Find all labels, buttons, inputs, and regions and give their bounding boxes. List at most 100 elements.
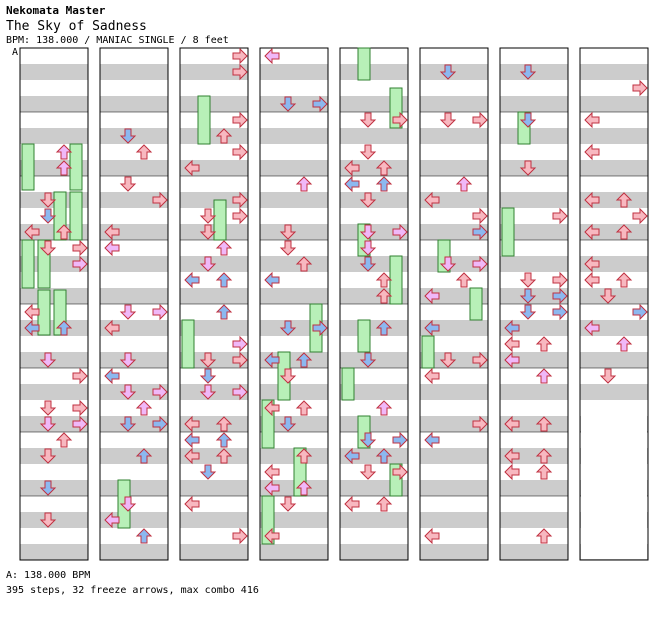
chart-stripe bbox=[340, 384, 408, 400]
down-arrow bbox=[359, 464, 377, 480]
chart-stripe bbox=[180, 400, 248, 416]
chart-stripe bbox=[340, 64, 408, 80]
down-arrow bbox=[279, 320, 297, 336]
freeze-arrow bbox=[357, 319, 371, 353]
freeze-arrow bbox=[21, 143, 35, 191]
chart-stripe bbox=[20, 64, 88, 80]
chart-stripe bbox=[180, 288, 248, 304]
chart-stripe bbox=[20, 96, 88, 112]
left-arrow bbox=[184, 495, 200, 513]
chart-stripe bbox=[180, 96, 248, 112]
left-arrow bbox=[344, 159, 360, 177]
up-arrow bbox=[295, 448, 313, 464]
chart-stripe bbox=[100, 544, 168, 560]
right-arrow bbox=[232, 335, 248, 353]
chart-stripe bbox=[420, 272, 488, 288]
chart-stripe bbox=[500, 496, 568, 512]
down-arrow bbox=[599, 368, 617, 384]
freeze-arrow bbox=[69, 191, 83, 241]
left-arrow bbox=[584, 271, 600, 289]
right-arrow bbox=[472, 223, 488, 241]
chart-stripe bbox=[500, 352, 568, 368]
down-arrow bbox=[279, 240, 297, 256]
left-arrow bbox=[24, 303, 40, 321]
chart-stripe bbox=[100, 192, 168, 208]
chart-stripe bbox=[180, 176, 248, 192]
down-arrow bbox=[359, 112, 377, 128]
left-arrow bbox=[104, 239, 120, 257]
down-arrow bbox=[359, 192, 377, 208]
right-arrow bbox=[72, 415, 88, 433]
left-arrow bbox=[504, 351, 520, 369]
down-arrow bbox=[39, 480, 57, 496]
chart-stripe bbox=[180, 416, 248, 432]
chart-stripe bbox=[20, 464, 88, 480]
chart-stripe bbox=[580, 176, 648, 192]
step-stats: 395 steps, 32 freeze arrows, max combo 4… bbox=[6, 585, 259, 596]
up-arrow bbox=[295, 176, 313, 192]
chart-stripe bbox=[500, 416, 568, 432]
down-arrow bbox=[119, 176, 137, 192]
left-arrow bbox=[344, 175, 360, 193]
chart-stripe bbox=[180, 432, 248, 448]
chart-column-border bbox=[179, 47, 249, 561]
up-arrow bbox=[215, 448, 233, 464]
down-arrow bbox=[439, 112, 457, 128]
chart-stripe bbox=[580, 256, 648, 272]
chart-stripe bbox=[340, 400, 408, 416]
right-arrow bbox=[72, 367, 88, 385]
left-arrow bbox=[184, 431, 200, 449]
chart-stripe bbox=[260, 352, 328, 368]
chart-column-border bbox=[339, 47, 409, 561]
chart-stripe bbox=[20, 48, 88, 64]
left-arrow bbox=[264, 527, 280, 545]
up-arrow bbox=[375, 496, 393, 512]
right-arrow bbox=[392, 463, 408, 481]
left-arrow bbox=[584, 111, 600, 129]
right-arrow bbox=[232, 207, 248, 225]
chart-column-border bbox=[419, 47, 489, 561]
chart-stripe bbox=[260, 528, 328, 544]
down-arrow bbox=[199, 384, 217, 400]
up-arrow bbox=[455, 272, 473, 288]
chart-stripe bbox=[420, 176, 488, 192]
chart-stripe bbox=[500, 480, 568, 496]
chart-stripe bbox=[180, 48, 248, 64]
up-arrow bbox=[215, 240, 233, 256]
chart-stripe bbox=[100, 512, 168, 528]
chart-stripe bbox=[420, 512, 488, 528]
up-arrow bbox=[135, 448, 153, 464]
down-arrow bbox=[599, 288, 617, 304]
chart-stripe bbox=[500, 240, 568, 256]
chart-stripe bbox=[420, 144, 488, 160]
chart-stripe bbox=[100, 64, 168, 80]
chart-stripe bbox=[580, 336, 648, 352]
right-arrow bbox=[152, 303, 168, 321]
right-arrow bbox=[632, 79, 648, 97]
left-arrow bbox=[584, 191, 600, 209]
down-arrow bbox=[119, 384, 137, 400]
down-arrow bbox=[39, 192, 57, 208]
up-arrow bbox=[215, 304, 233, 320]
left-arrow bbox=[504, 447, 520, 465]
chart-stripe bbox=[580, 128, 648, 144]
freeze-arrow bbox=[197, 95, 211, 145]
chart-stripe bbox=[20, 544, 88, 560]
up-arrow bbox=[295, 480, 313, 496]
chart-info: BPM: 138.000 / MANIAC SINGLE / 8 feet bbox=[6, 35, 229, 46]
up-arrow bbox=[55, 160, 73, 176]
chart-stripe bbox=[100, 144, 168, 160]
right-arrow bbox=[552, 287, 568, 305]
right-arrow bbox=[392, 111, 408, 129]
down-arrow bbox=[199, 464, 217, 480]
chart-stripe bbox=[260, 272, 328, 288]
chart-stripe bbox=[340, 512, 408, 528]
chart-stripe bbox=[260, 64, 328, 80]
right-arrow bbox=[152, 383, 168, 401]
left-arrow bbox=[104, 367, 120, 385]
right-arrow bbox=[312, 319, 328, 337]
right-arrow bbox=[552, 271, 568, 289]
right-arrow bbox=[232, 527, 248, 545]
chart-stripe bbox=[420, 528, 488, 544]
